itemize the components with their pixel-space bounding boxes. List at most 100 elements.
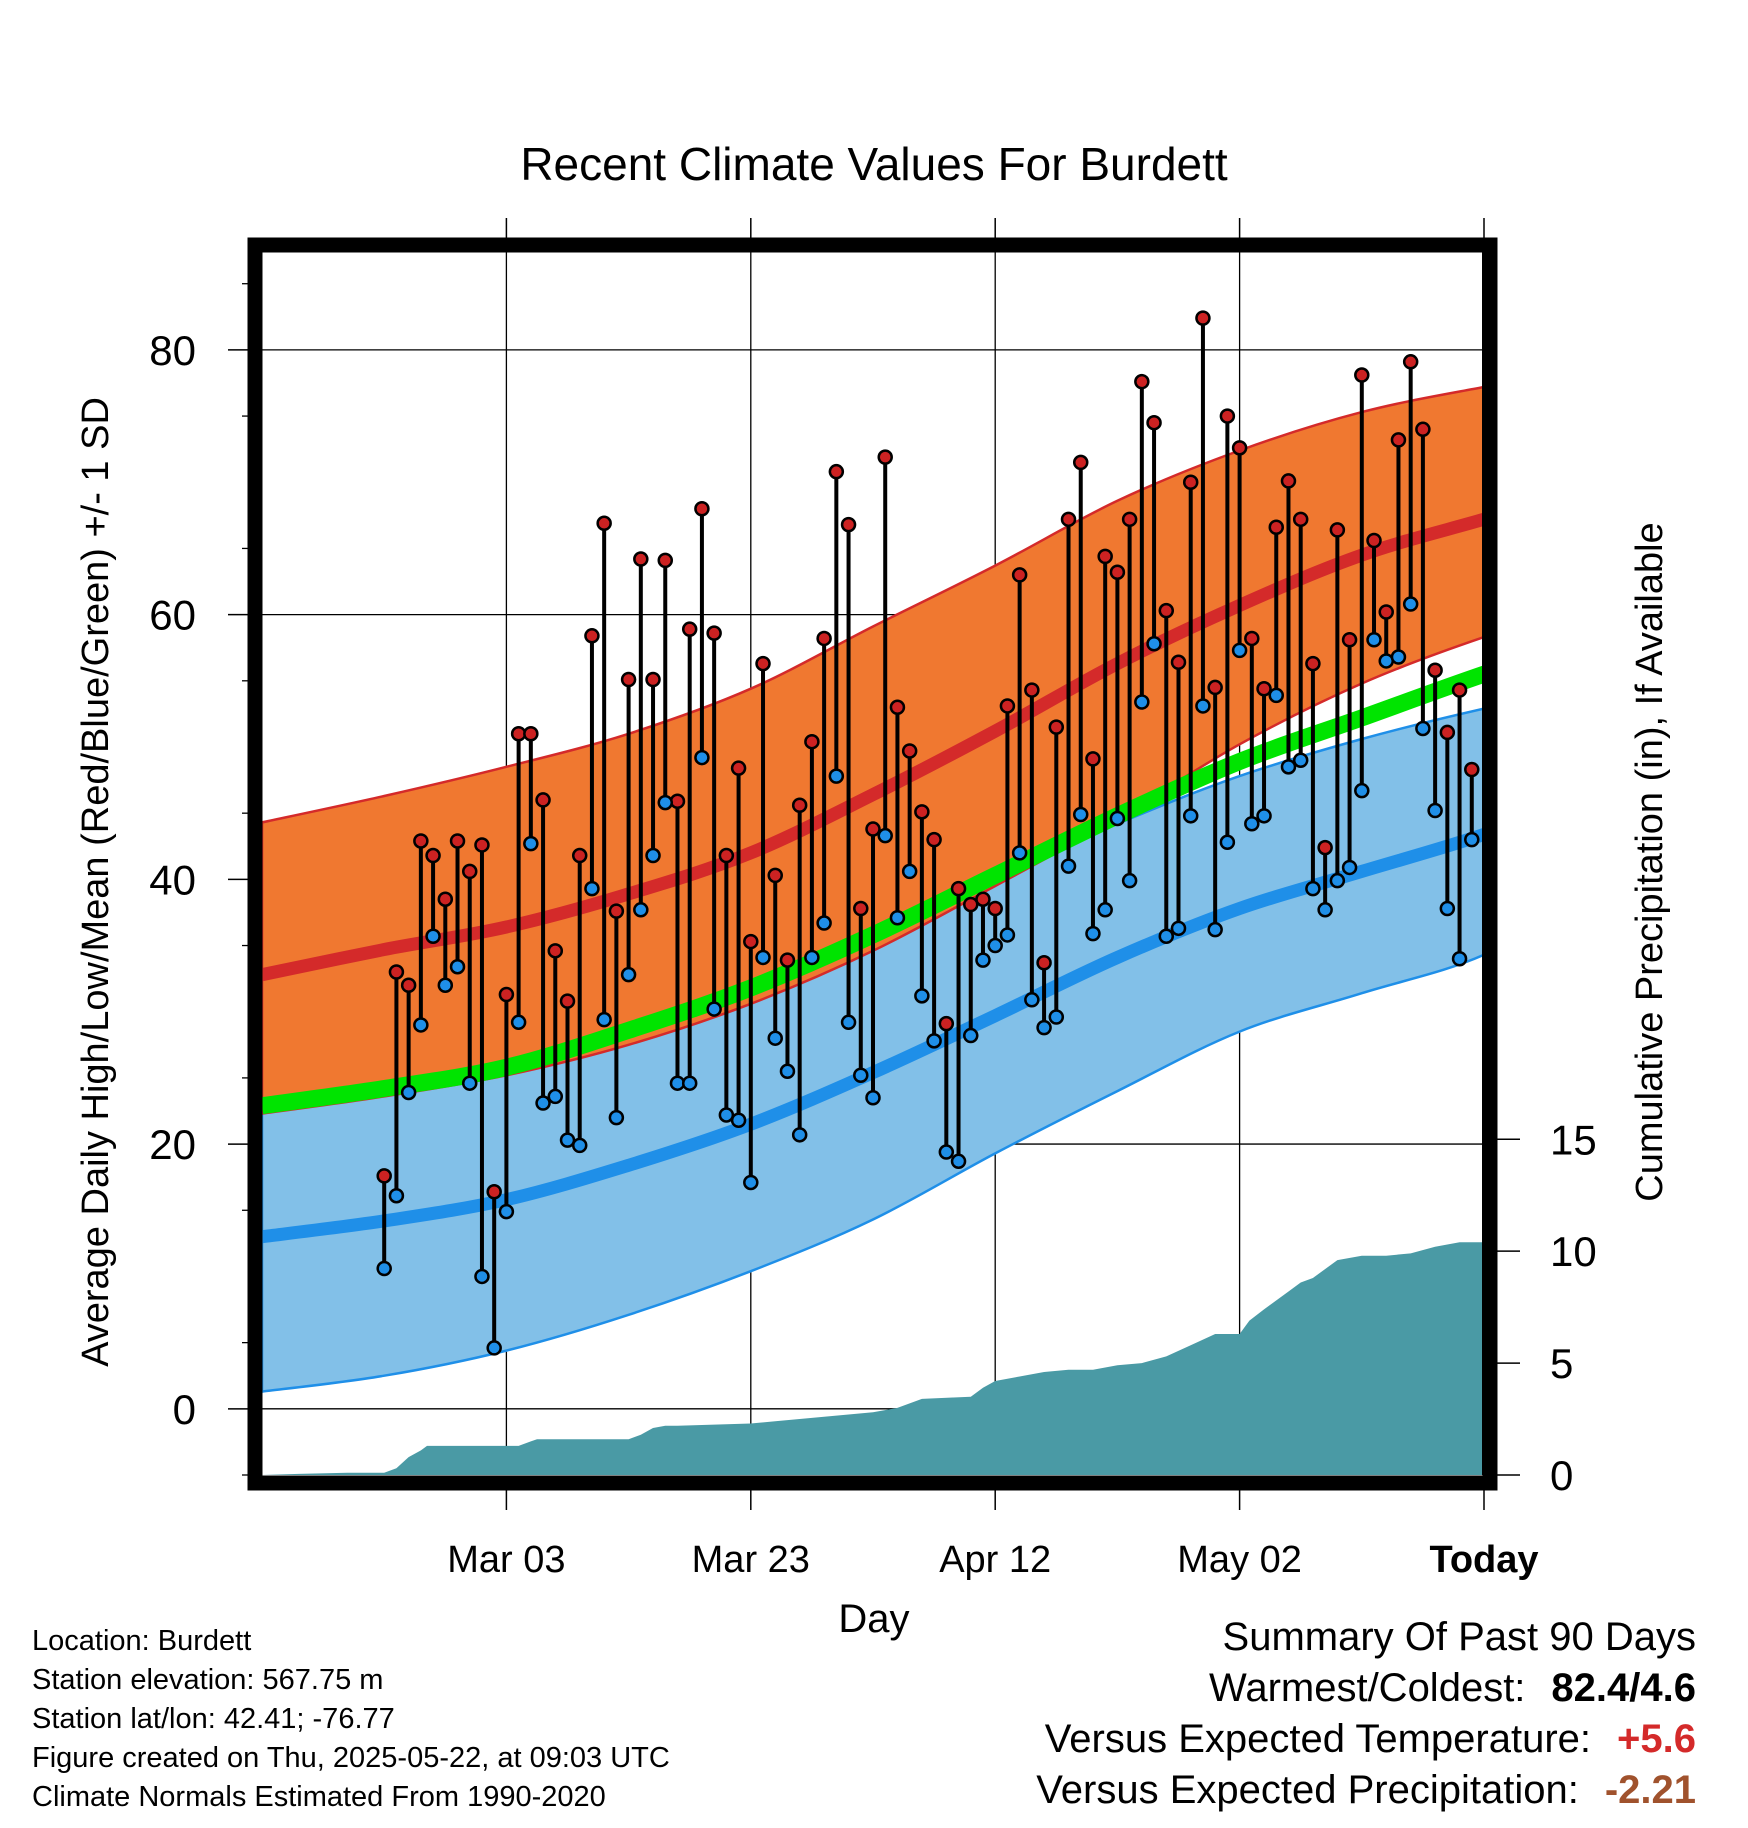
daily-high-point — [816, 630, 832, 647]
daily-high-point — [1341, 632, 1358, 648]
daily-low-point — [694, 749, 710, 766]
daily-high-point — [596, 515, 612, 532]
y-tick-label: 60 — [149, 592, 196, 639]
temp-row: Versus Expected Temperature: +5.6 — [1036, 1714, 1696, 1765]
normals-text: Climate Normals Estimated From 1990-2020 — [32, 1781, 606, 1813]
daily-low-point — [1329, 872, 1346, 889]
y-tick-label: 0 — [173, 1386, 196, 1433]
daily-high-point — [645, 671, 661, 688]
daily-high-point — [730, 760, 747, 776]
daily-low-point — [1402, 596, 1419, 612]
daily-low-point — [1244, 816, 1260, 832]
daily-high-point — [1146, 414, 1162, 431]
y-tick-label: 80 — [149, 327, 196, 374]
daily-low-point — [681, 1075, 698, 1091]
daily-low-point — [1451, 951, 1468, 967]
elevation-text: Station elevation: 567.75 m — [32, 1664, 384, 1696]
daily-low-point — [840, 1014, 857, 1031]
created-text: Figure created on Thu, 2025-05-22, at 09… — [32, 1742, 670, 1774]
daily-low-point — [657, 794, 674, 811]
location-text: Location: Burdett — [32, 1625, 252, 1657]
daily-low-point — [743, 1174, 759, 1191]
daily-high-point — [1427, 662, 1443, 678]
daily-low-point — [1195, 698, 1211, 714]
daily-high-point — [388, 964, 405, 980]
daily-high-point — [461, 863, 478, 880]
daily-high-point — [706, 625, 722, 641]
daily-high-point — [1256, 680, 1272, 697]
daily-high-point — [987, 900, 1003, 917]
daily-high-point — [523, 726, 539, 742]
x-axis-label: Day — [838, 1597, 909, 1641]
daily-low-point — [1427, 802, 1443, 819]
daily-low-point — [987, 937, 1003, 954]
daily-low-point — [901, 863, 918, 880]
daily-low-point — [767, 1030, 783, 1046]
daily-high-point — [975, 891, 991, 907]
daily-high-point — [889, 699, 906, 716]
daily-low-point — [547, 1088, 564, 1105]
daily-high-point — [1060, 511, 1077, 528]
daily-high-point — [1402, 354, 1419, 370]
daily-high-point — [767, 867, 783, 884]
daily-low-point — [1036, 1019, 1052, 1036]
daily-high-point — [694, 500, 710, 517]
summary-panel: Summary Of Past 90 Days Warmest/Coldest:… — [1036, 1612, 1696, 1816]
daily-high-point — [681, 621, 698, 637]
daily-high-point — [1024, 682, 1040, 698]
daily-low-point — [461, 1075, 478, 1091]
daily-low-point — [437, 977, 454, 993]
x-tick-label: Mar 23 — [692, 1539, 810, 1581]
daily-high-point — [1207, 679, 1223, 696]
daily-low-point — [1011, 845, 1028, 861]
daily-low-point — [449, 958, 466, 975]
daily-low-point — [388, 1187, 405, 1204]
daily-high-point — [1219, 408, 1236, 424]
daily-low-point — [853, 1067, 869, 1084]
daily-high-point — [425, 847, 441, 864]
daily-high-point — [657, 552, 674, 569]
precip-label: Versus Expected Precipitation: — [1036, 1768, 1579, 1812]
daily-high-point — [498, 986, 515, 1003]
daily-low-point — [804, 949, 820, 966]
daily-low-point — [535, 1095, 551, 1111]
daily-high-point — [1097, 548, 1113, 565]
daily-low-point — [914, 988, 930, 1004]
daily-low-point — [620, 966, 637, 983]
daily-high-point — [1011, 567, 1028, 583]
daily-low-point — [1072, 806, 1089, 823]
daily-low-point — [730, 1112, 747, 1129]
x-tick-label: Today — [1429, 1539, 1538, 1581]
daily-low-point — [1158, 928, 1175, 945]
daily-low-point — [877, 827, 893, 844]
daily-low-point — [633, 902, 649, 918]
y-tick-label: 20 — [149, 1121, 196, 1168]
daily-low-point — [1207, 921, 1223, 938]
temp-value: +5.6 — [1617, 1717, 1696, 1761]
daily-low-point — [510, 1014, 527, 1031]
daily-low-point — [571, 1137, 588, 1154]
daily-low-point — [1280, 759, 1297, 775]
warm-cold-value: 82.4/4.6 — [1551, 1666, 1696, 1710]
daily-low-point — [1060, 858, 1077, 874]
daily-low-point — [559, 1132, 576, 1148]
daily-low-point — [1415, 720, 1431, 737]
daily-high-point — [804, 733, 820, 750]
daily-high-point — [1170, 654, 1187, 671]
daily-high-point — [413, 833, 429, 849]
daily-high-point — [1036, 954, 1052, 971]
x-tick-label: Apr 12 — [939, 1539, 1051, 1581]
warm-cold-label: Warmest/Coldest: — [1209, 1666, 1526, 1710]
daily-low-point — [1134, 694, 1150, 710]
daily-high-point — [633, 551, 649, 567]
latlon-text: Station lat/lon: 42.41; -76.77 — [32, 1703, 395, 1735]
daily-low-point — [1219, 834, 1236, 851]
x-tick-label: Mar 03 — [447, 1539, 565, 1581]
daily-high-point — [1317, 839, 1333, 856]
daily-low-point — [1268, 687, 1285, 704]
daily-low-point — [584, 880, 600, 897]
daily-high-point — [1439, 724, 1456, 741]
daily-low-point — [938, 1144, 955, 1160]
daily-low-point — [1292, 752, 1309, 768]
warm-cold-row: Warmest/Coldest: 82.4/4.6 — [1036, 1663, 1696, 1714]
